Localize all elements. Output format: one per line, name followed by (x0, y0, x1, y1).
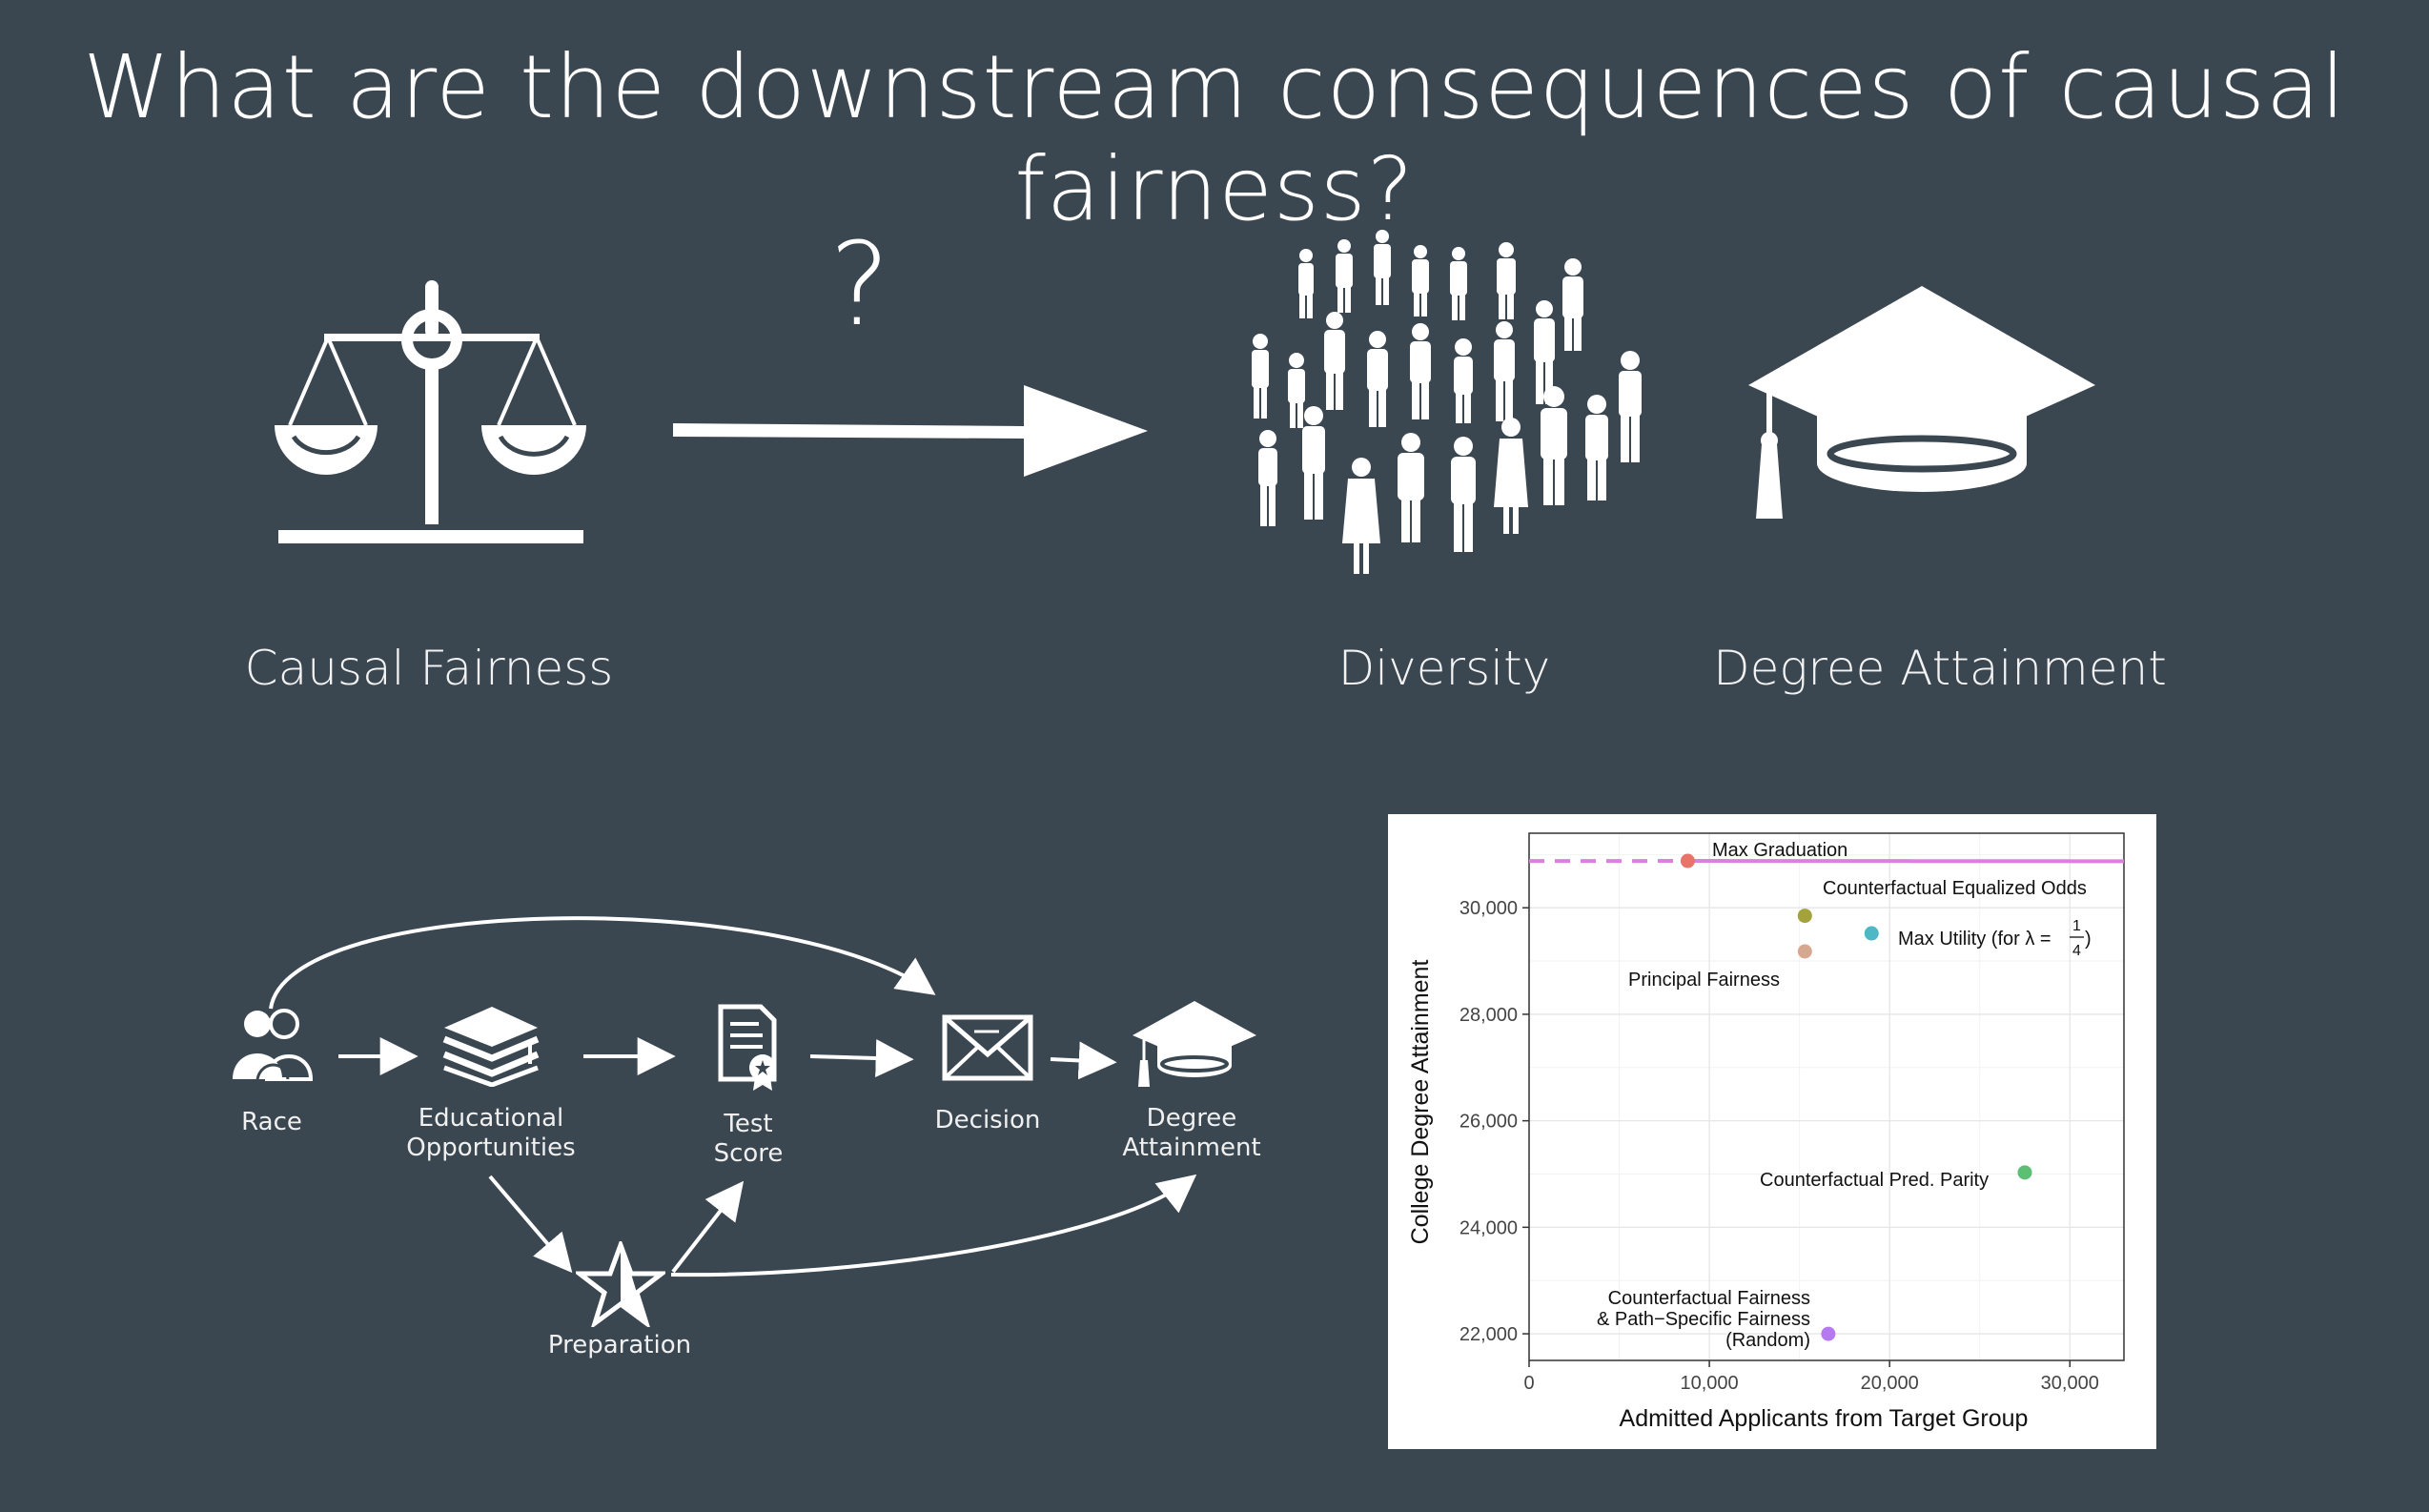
books-icon (442, 1007, 540, 1087)
data-point (1864, 926, 1879, 941)
degree-attainment-label: Degree Attainment (1713, 641, 2167, 696)
x-tick-label: 0 (1523, 1373, 1534, 1394)
annotation-principal-fairness: Principal Fairness (1628, 970, 1780, 991)
chart-panel: 0 10,000 20,000 30,000 22,000 24,000 26,000 28,… (1388, 814, 2156, 1449)
y-tick-label: 24,000 (1459, 1217, 1518, 1238)
graduation-cap-small-icon (1133, 1001, 1256, 1087)
dag-node-educational-line2: Opportunities (406, 1134, 576, 1162)
data-point (1821, 1326, 1836, 1341)
x-tick-label: 30,000 (2041, 1373, 2099, 1394)
scales-icon (275, 280, 586, 543)
slide-title: What are the downstream consequences of … (83, 36, 2346, 240)
question-mark: ? (829, 219, 890, 352)
dag-node-test-score: Test Score (701, 1110, 796, 1169)
y-tick-label: 30,000 (1459, 898, 1518, 919)
dag-node-degree-line1: Degree (1146, 1104, 1237, 1133)
dag-node-educational-opportunities: Educational Opportunities (400, 1104, 582, 1163)
data-point (2017, 1165, 2032, 1180)
dag-node-decision: Decision (934, 1106, 1041, 1134)
data-point (1797, 909, 1812, 924)
y-tick-label: 28,000 (1459, 1005, 1518, 1026)
annotation-cf-fairness-line3: (Random) (1725, 1330, 1810, 1351)
right-arrow-icon (673, 385, 1148, 477)
star-icon (576, 1241, 665, 1327)
graduation-cap-icon (1748, 286, 2095, 519)
y-axis-label: College Degree Attainment (1407, 960, 1434, 1245)
people-icon (233, 1009, 314, 1081)
dag-node-race: Race (241, 1108, 302, 1136)
x-axis-label: Admitted Applicants from Target Group (1620, 1405, 2029, 1432)
annotation-max-graduation: Max Graduation (1712, 840, 1847, 861)
y-tick-label: 22,000 (1459, 1324, 1518, 1345)
annotation-cf-fairness-line1: Counterfactual Fairness (1608, 1288, 1810, 1309)
dag-node-degree-line2: Attainment (1122, 1134, 1261, 1162)
annotation-max-utility-denominator: 4 (2072, 943, 2081, 959)
annotation-cf-equalized-odds: Counterfactual Equalized Odds (1823, 878, 2087, 899)
annotation-max-utility-close: ) (2085, 929, 2092, 950)
annotation-max-utility: Max Utility (for λ = (1898, 929, 2051, 950)
diversity-label: Diversity (1337, 641, 1551, 696)
dag-node-preparation: Preparation (547, 1331, 692, 1359)
y-tick-label: 26,000 (1459, 1112, 1518, 1133)
annotation-cf-pred-parity: Counterfactual Pred. Parity (1760, 1170, 1989, 1191)
annotation-max-utility-numerator: 1 (2072, 918, 2081, 934)
envelope-icon (942, 1014, 1033, 1081)
scatter-plot: 0 10,000 20,000 30,000 22,000 24,000 26,000 28,… (1407, 832, 2125, 1432)
dag-node-test-line2: Score (713, 1139, 784, 1168)
plot-frame (1528, 832, 2125, 1361)
data-point (1797, 944, 1812, 959)
dag-node-educational-line1: Educational (418, 1104, 564, 1133)
data-point (1680, 853, 1695, 868)
x-tick-label: 20,000 (1861, 1373, 1919, 1394)
x-tick-label: 10,000 (1681, 1373, 1739, 1394)
annotation-cf-fairness-line2: & Path−Specific Fairness (1597, 1309, 1810, 1330)
crowd-icon (1252, 230, 1642, 574)
certificate-icon (718, 1004, 777, 1091)
dag-node-test-line1: Test (724, 1110, 773, 1138)
causal-fairness-label: Causal Fairness (244, 641, 614, 696)
dag-node-degree-attainment: Degree Attainment (1115, 1104, 1268, 1163)
